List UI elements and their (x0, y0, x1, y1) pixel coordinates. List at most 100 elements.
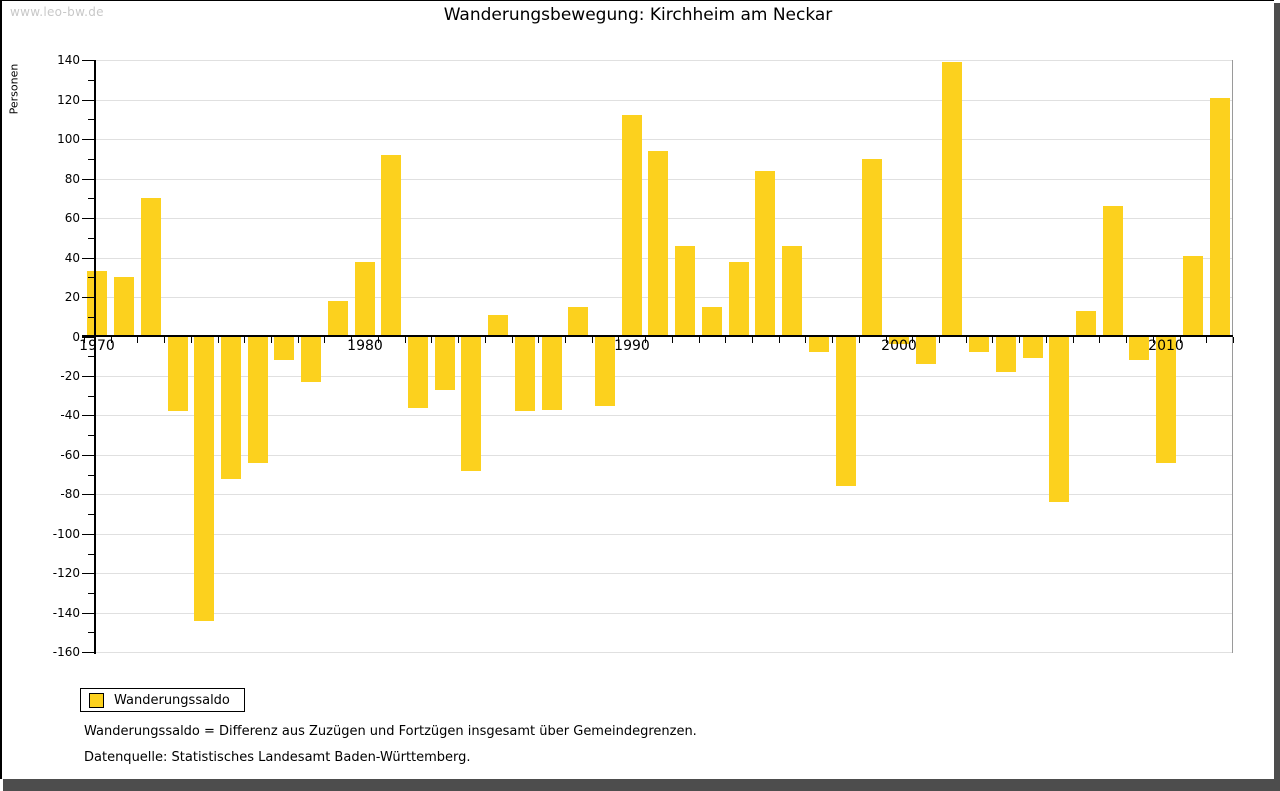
bar-1988 (568, 307, 588, 335)
y-minor-tick (88, 632, 95, 633)
bar-1970 (87, 271, 107, 335)
x-tick (298, 337, 299, 343)
x-tick (111, 337, 112, 343)
y-major-tick (82, 613, 95, 614)
y-minor-tick (88, 238, 95, 239)
y-axis-tick-label: -100 (52, 527, 80, 541)
bar-2012 (1210, 98, 1230, 335)
bar-2001 (916, 337, 936, 364)
x-axis-tick-label: 2000 (881, 338, 917, 354)
bar-1973 (168, 337, 188, 411)
x-tick (1153, 337, 1154, 343)
y-axis-tick-label: 80 (64, 172, 80, 186)
y-minor-tick (88, 435, 95, 436)
x-tick (431, 337, 432, 343)
y-axis-tick-label: 0 (72, 330, 80, 344)
bar-2004 (996, 337, 1016, 372)
y-minor-tick (88, 159, 95, 160)
bar-1977 (274, 337, 294, 360)
x-axis-line (82, 335, 1233, 337)
x-tick (324, 337, 325, 343)
bar-1978 (301, 337, 321, 382)
x-tick (1233, 337, 1234, 343)
bar-2003 (969, 337, 989, 352)
chart-title: Wanderungsbewegung: Kirchheim am Neckar (443, 5, 833, 25)
gridline (96, 573, 1233, 574)
y-major-tick (82, 179, 95, 180)
x-tick (271, 337, 272, 343)
x-tick (645, 337, 646, 343)
plot-right-frame (1232, 60, 1233, 653)
y-major-tick (82, 415, 95, 416)
y-axis-line (94, 60, 96, 654)
y-axis-tick-label: -160 (52, 645, 80, 659)
y-axis-tick-label: -140 (52, 606, 80, 620)
x-tick (458, 337, 459, 343)
x-tick (485, 337, 486, 343)
gridline (96, 139, 1233, 140)
bar-1984 (461, 337, 481, 471)
y-major-tick (82, 60, 95, 61)
bar-2002 (942, 62, 962, 335)
gridline (96, 100, 1233, 101)
bar-2005 (1023, 337, 1043, 358)
x-tick (565, 337, 566, 343)
y-minor-tick (88, 277, 95, 278)
bar-1997 (809, 337, 829, 352)
bar-1999 (862, 159, 882, 335)
y-major-tick (82, 652, 95, 653)
x-tick (832, 337, 833, 343)
y-minor-tick (88, 119, 95, 120)
frame-shadow-bottom (3, 779, 1280, 791)
x-tick (699, 337, 700, 343)
x-tick (351, 337, 352, 343)
x-tick (538, 337, 539, 343)
x-tick (886, 337, 887, 343)
x-tick (164, 337, 165, 343)
y-axis-tick-label: -60 (60, 448, 80, 462)
bar-1980 (355, 262, 375, 335)
bar-1990 (622, 115, 642, 335)
x-tick (1046, 337, 1047, 343)
y-minor-tick (88, 80, 95, 81)
bar-1971 (114, 277, 134, 335)
x-tick (939, 337, 940, 343)
y-minor-tick (88, 593, 95, 594)
y-axis-tick-label: -20 (60, 369, 80, 383)
bar-2000 (889, 337, 909, 344)
y-major-tick (82, 139, 95, 140)
y-major-tick (82, 573, 95, 574)
bar-2011 (1183, 256, 1203, 335)
x-tick (512, 337, 513, 343)
bar-2007 (1076, 311, 1096, 335)
y-major-tick (82, 494, 95, 495)
bar-1979 (328, 301, 348, 335)
bar-2006 (1049, 337, 1069, 502)
y-minor-tick (88, 514, 95, 515)
bar-1975 (221, 337, 241, 479)
gridline (96, 494, 1233, 495)
footnote-definition: Wanderungssaldo = Differenz aus Zuzügen … (84, 724, 697, 739)
bar-1996 (782, 246, 802, 335)
gridline (96, 652, 1233, 653)
bar-1989 (595, 337, 615, 406)
x-tick (992, 337, 993, 343)
watermark-text: www.leo-bw.de (10, 5, 104, 19)
x-tick (378, 337, 379, 343)
y-minor-tick (88, 475, 95, 476)
y-axis-tick-label: 40 (64, 251, 80, 265)
y-axis-title: Personen (7, 63, 21, 115)
x-axis-tick-label: 2010 (1148, 338, 1184, 354)
x-axis-tick-label: 1970 (79, 338, 115, 354)
x-tick (1019, 337, 1020, 343)
y-axis-tick-label: 20 (64, 290, 80, 304)
legend-swatch (89, 692, 104, 708)
x-tick (912, 337, 913, 343)
x-axis-tick-label: 1980 (347, 338, 383, 354)
x-tick (592, 337, 593, 343)
x-axis-tick-label: 1990 (614, 338, 650, 354)
frame-shadow-right (1274, 3, 1280, 791)
y-major-tick (82, 337, 95, 338)
bar-1993 (702, 307, 722, 335)
